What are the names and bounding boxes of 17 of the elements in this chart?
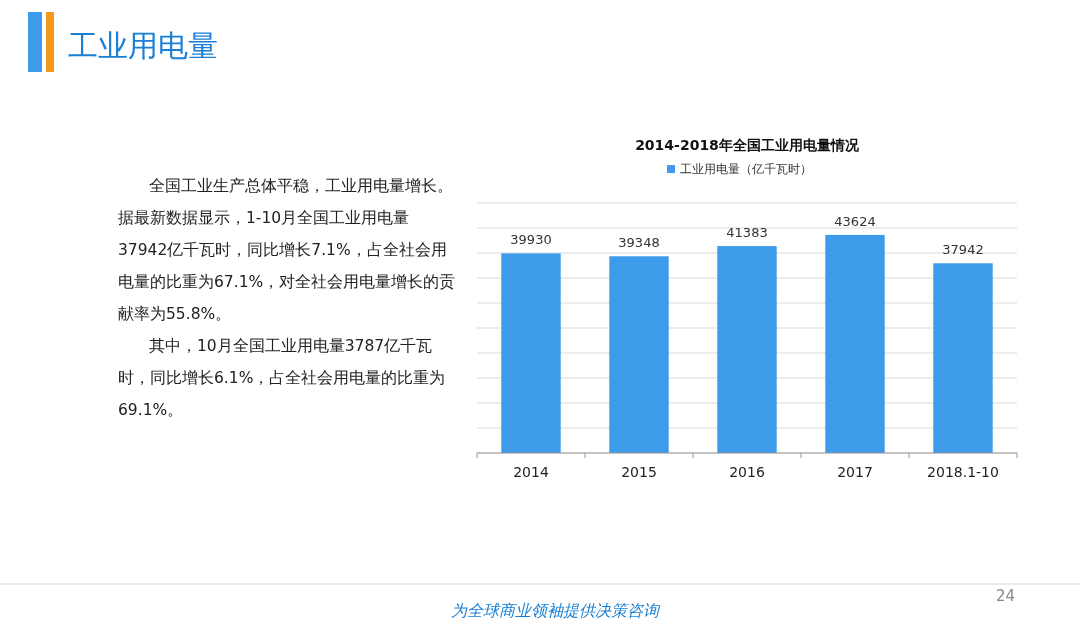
text: 工业用电量 bbox=[68, 28, 218, 63]
text: 24 bbox=[995, 587, 1015, 605]
data-label: 39348 bbox=[618, 235, 660, 251]
data-label: 39930 bbox=[510, 232, 552, 248]
data-label: 41383 bbox=[726, 225, 768, 241]
text: 为全球商业领袖提供决策咨询 bbox=[451, 601, 661, 620]
data-label: 43624 bbox=[834, 213, 876, 229]
chart-title: 2014-2018年全国工业用电量情况 bbox=[635, 137, 860, 153]
x-tick-label: 2015 bbox=[621, 464, 657, 480]
text: 其中，10月全国工业用电量3787亿千瓦时，同比增长6.1%，占全社会用电量的比重为69.1%。 bbox=[118, 336, 447, 421]
x-tick-label: 2016 bbox=[729, 464, 765, 480]
text: 全国工业生产总体平稳，工业用电量增长。据最新数据显示，1-10月全国工业用电量37942亿千瓦时，同比增长7.1%，占全社会用电量的比重为67.1%，对全社会用电量增长的贡献率为55.8%。 bbox=[118, 176, 457, 325]
x-tick-label: 2017 bbox=[837, 464, 873, 480]
legend-label: 工业用电量（亿千瓦时） bbox=[680, 162, 812, 176]
data-label: 37942 bbox=[942, 242, 984, 258]
x-tick-label: 2014 bbox=[513, 464, 549, 480]
x-tick-label: 2018.1-10 bbox=[927, 464, 999, 480]
